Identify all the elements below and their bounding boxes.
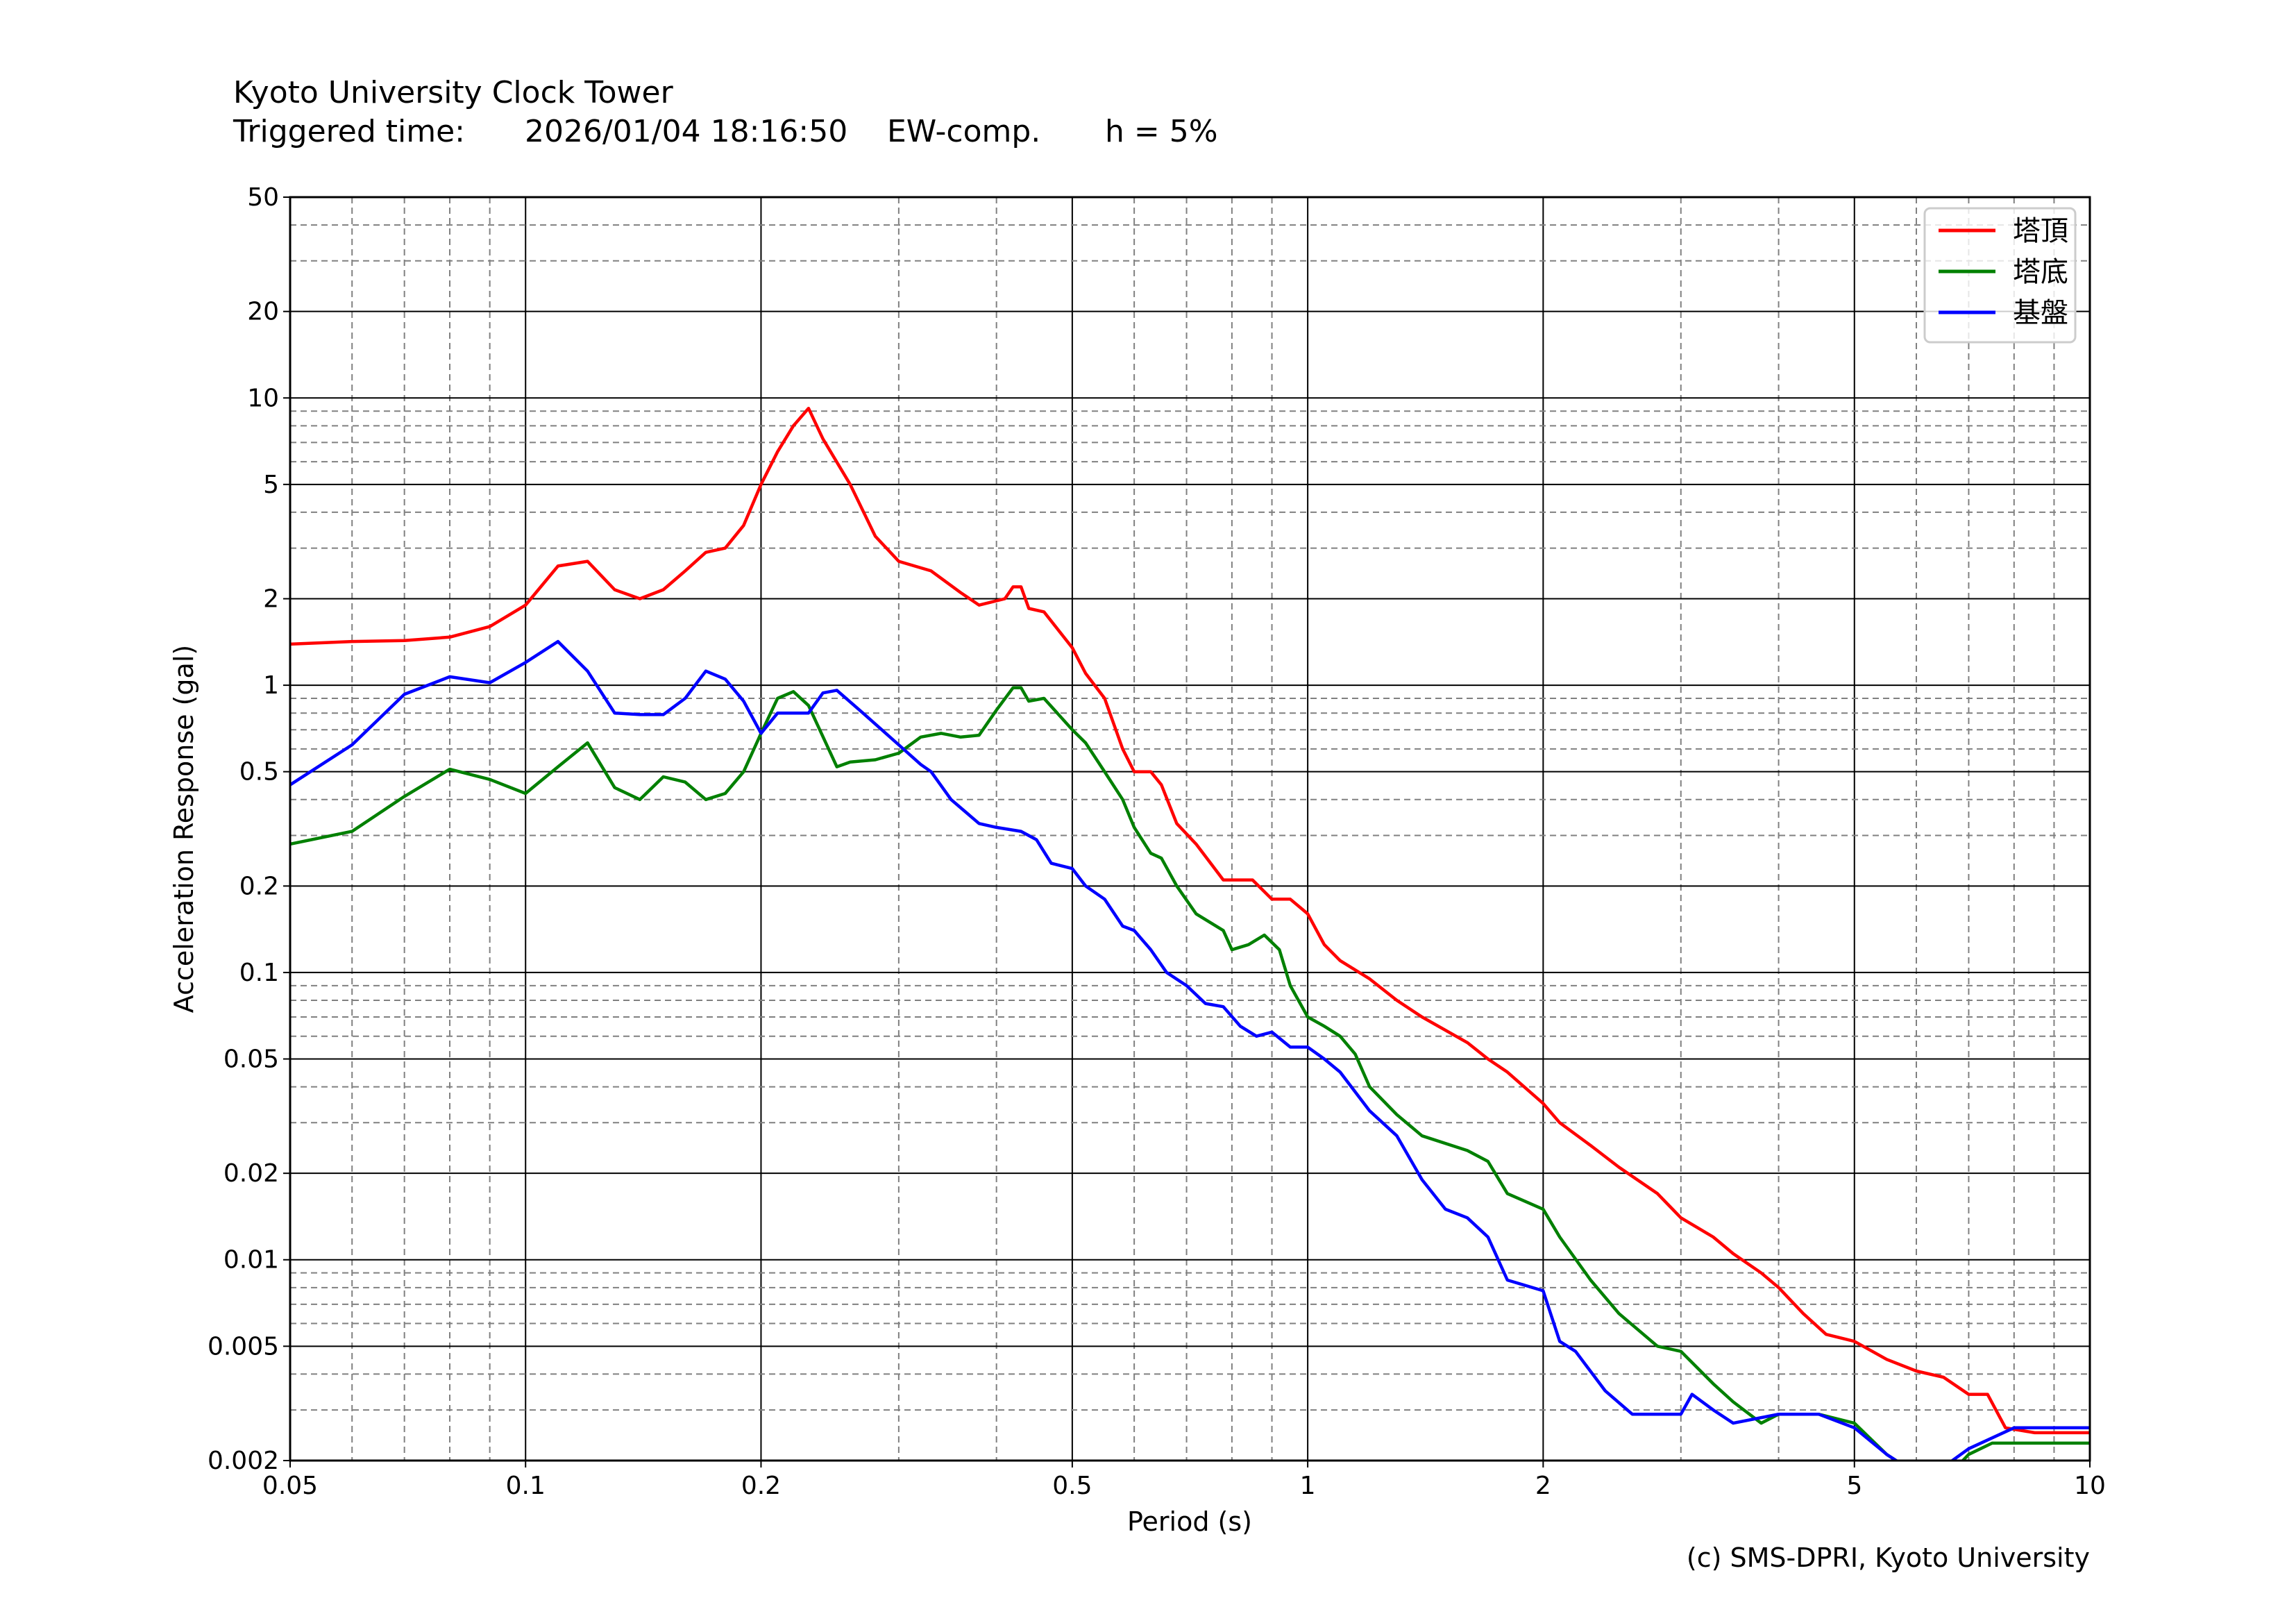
x-tick-label: 0.5: [1052, 1472, 1092, 1500]
component-label: EW-comp.: [887, 114, 1041, 149]
y-tick-label: 10: [247, 384, 279, 412]
trigger-time: 2026/01/04 18:16:50: [525, 114, 848, 149]
series-line-2: [290, 686, 2090, 1461]
x-tick-label: 0.2: [741, 1472, 781, 1500]
y-tick-label: 1: [263, 671, 279, 700]
chart-title: Kyoto University Clock Tower: [233, 75, 673, 110]
series-lines: [290, 406, 2090, 1461]
ticks: 0.05 0.1 0.2 0.5 1 2 5 10 50 20 10 5 2 1 0.5 0.2 0.1 0.05…: [208, 183, 2106, 1500]
legend-label: 塔頂: [2013, 215, 2068, 247]
legend-label: 塔底: [2013, 256, 2068, 288]
credit-text: (c) SMS-DPRI, Kyoto University: [1686, 1542, 2090, 1573]
legend-box: [1923, 207, 2077, 344]
x-tick-label: 10: [2074, 1472, 2106, 1500]
x-axis-label: Period (s): [1127, 1506, 1252, 1537]
y-tick-label: 5: [263, 471, 279, 499]
y-axis-label: Acceleration Response (gal): [169, 645, 199, 1013]
y-tick-label: 0.02: [223, 1159, 279, 1188]
y-tick-label: 50: [247, 183, 279, 212]
y-tick-label: 0.05: [223, 1045, 279, 1073]
x-tick-label: 2: [1535, 1472, 1551, 1500]
y-tick-label: 0.01: [223, 1246, 279, 1275]
y-tick-label: 0.5: [239, 758, 279, 787]
x-tick-label: 1: [1300, 1472, 1316, 1500]
y-tick-label: 2: [263, 585, 279, 614]
y-tick-label: 0.1: [239, 959, 279, 987]
trigger-label: Triggered time:: [233, 114, 465, 149]
y-tick-label: 0.005: [208, 1332, 279, 1361]
y-tick-label: 0.002: [208, 1447, 279, 1475]
damping-label: h = 5%: [1105, 114, 1218, 149]
x-tick-label: 5: [1846, 1472, 1862, 1500]
legend-label: 基盤: [2013, 297, 2068, 329]
series-line-3: [290, 639, 2090, 1461]
x-tick-label: 0.1: [506, 1472, 546, 1500]
y-tick-label: 0.2: [239, 872, 279, 900]
plot-frame: [289, 196, 2091, 1462]
series-line-1: [290, 406, 2090, 1435]
x-tick-label: 0.05: [262, 1472, 318, 1500]
grid: [289, 196, 2091, 1461]
y-tick-label: 20: [247, 298, 279, 326]
